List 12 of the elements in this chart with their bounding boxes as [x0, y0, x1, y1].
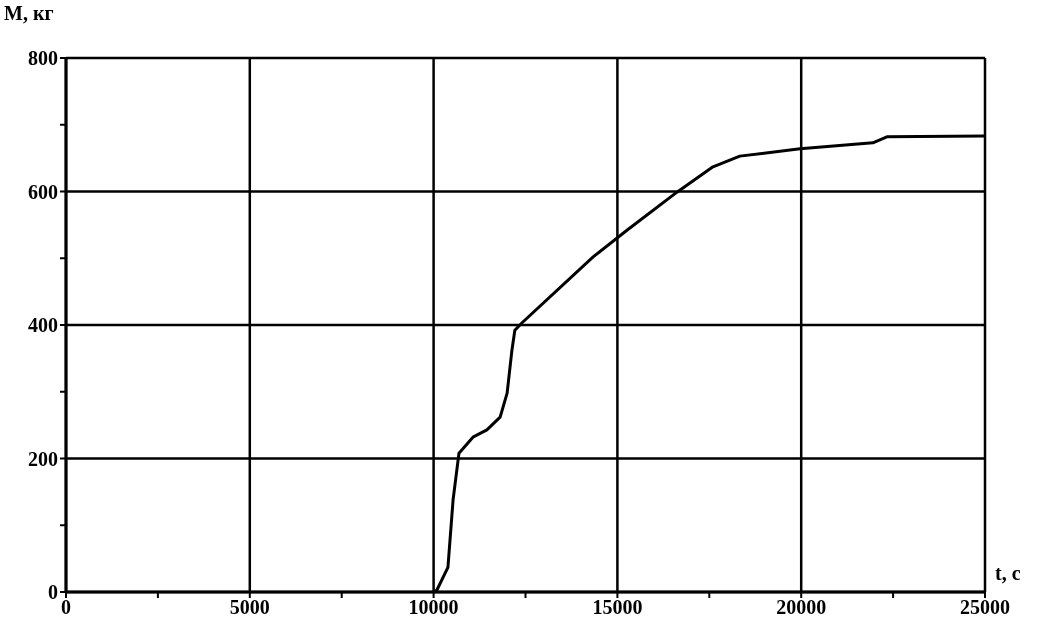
y-tick-label: 400 [28, 314, 58, 337]
y-tick-label: 0 [48, 581, 58, 604]
x-tick-label: 5000 [229, 596, 270, 619]
x-tick-label: 20000 [776, 596, 827, 619]
x-axis-title: t, с [995, 562, 1021, 585]
x-tick-label: 25000 [960, 596, 1010, 619]
y-tick-label: 600 [28, 180, 58, 203]
x-tick-label: 10000 [408, 596, 459, 619]
y-tick-label: 800 [28, 47, 58, 70]
y-tick-label: 200 [28, 447, 58, 470]
x-tick-label: 15000 [592, 596, 643, 619]
y-axis-title: M, кг [4, 2, 54, 25]
